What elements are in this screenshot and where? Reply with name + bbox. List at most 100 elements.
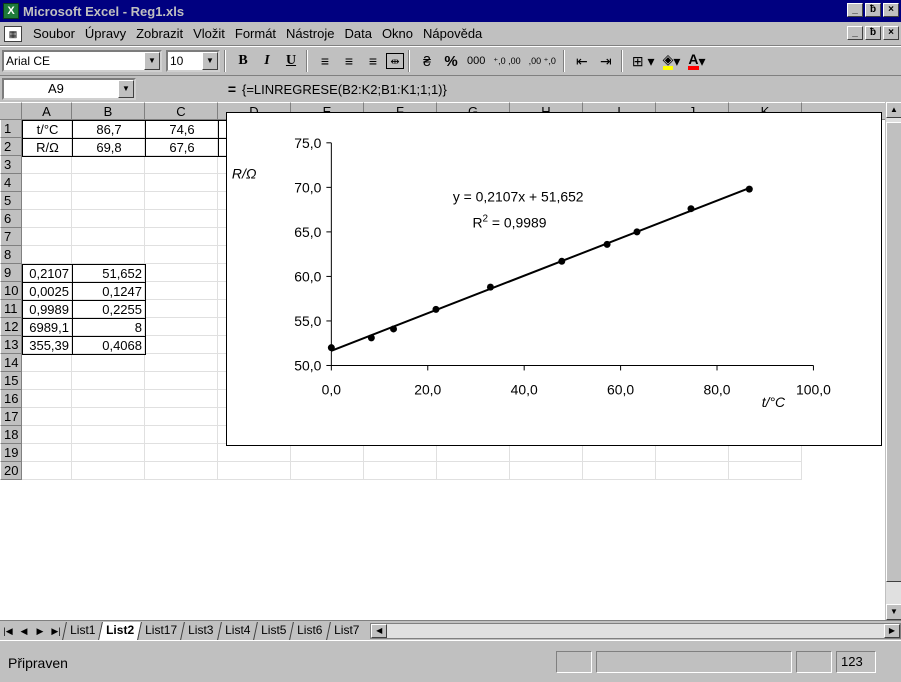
regression-cell[interactable]: 6989,1 <box>22 318 73 337</box>
data-point[interactable] <box>633 228 641 236</box>
grid-cell[interactable] <box>145 210 218 228</box>
column-header-b[interactable]: B <box>72 102 145 120</box>
row-header-12[interactable]: 12 <box>0 318 22 336</box>
merge-center-icon[interactable]: ⇹ <box>386 53 404 69</box>
grid-cell[interactable] <box>364 462 437 480</box>
grid-cell[interactable] <box>145 192 218 210</box>
font-size-combo[interactable]: 10 ▼ <box>166 50 220 72</box>
grid-cell[interactable] <box>145 264 218 282</box>
grid-cell[interactable] <box>656 444 729 462</box>
regression-cell[interactable]: 0,0025 <box>22 282 73 301</box>
restore-button[interactable]: ƀ <box>865 3 881 17</box>
grid-cell[interactable] <box>72 354 145 372</box>
grid-cell[interactable] <box>72 264 145 282</box>
regression-cell[interactable]: 0,4068 <box>72 336 146 355</box>
grid-cell[interactable] <box>22 408 72 426</box>
grid-cell[interactable] <box>218 444 291 462</box>
grid-cell[interactable] <box>72 138 145 156</box>
tab-list1[interactable]: List1 <box>62 621 103 640</box>
data-point[interactable] <box>390 325 398 333</box>
indent-increase-icon[interactable]: ⇥ <box>600 52 612 69</box>
grid-cell[interactable] <box>72 408 145 426</box>
grid-cell[interactable] <box>22 336 72 354</box>
doc-restore-button[interactable]: ƀ <box>865 26 881 40</box>
column-header-a[interactable]: A <box>22 102 72 120</box>
data-point[interactable] <box>486 283 494 291</box>
thousands-button[interactable]: 000 <box>467 55 486 67</box>
grid-cell[interactable] <box>22 156 72 174</box>
tab-list6[interactable]: List6 <box>289 621 330 640</box>
scroll-left-icon[interactable]: ◀ <box>371 623 388 638</box>
tab-list5[interactable]: List5 <box>253 621 294 640</box>
formula-equals-icon[interactable]: = <box>227 81 237 97</box>
fill-color-icon[interactable]: ◈ ▾ <box>662 51 681 70</box>
row-header-16[interactable]: 16 <box>0 390 22 408</box>
scroll-down-icon[interactable]: ▼ <box>886 604 901 620</box>
align-center-icon[interactable]: ≡ <box>344 53 354 69</box>
row-header-1[interactable]: 1 <box>0 120 22 138</box>
row-label-cell[interactable]: R/Ω <box>22 138 73 157</box>
data-cell[interactable]: 69,8 <box>72 138 146 157</box>
grid-cell[interactable] <box>72 228 145 246</box>
grid-cell[interactable] <box>510 462 583 480</box>
scroll-thumb[interactable] <box>886 122 901 582</box>
data-point[interactable] <box>745 185 753 193</box>
grid-cell[interactable] <box>145 390 218 408</box>
grid-cell[interactable] <box>510 444 583 462</box>
grid-cell[interactable] <box>22 462 72 480</box>
row-label-cell[interactable]: t/°C <box>22 120 73 139</box>
grid-cell[interactable] <box>145 228 218 246</box>
font-name-combo[interactable]: Arial CE ▼ <box>2 50 162 72</box>
grid-cell[interactable] <box>72 120 145 138</box>
excel-icon[interactable]: X <box>3 3 19 19</box>
regression-cell[interactable]: 0,1247 <box>72 282 146 301</box>
grid-cell[interactable] <box>72 462 145 480</box>
grid-cell[interactable] <box>145 282 218 300</box>
grid-cell[interactable] <box>72 174 145 192</box>
grid-cell[interactable] <box>729 444 802 462</box>
data-point[interactable] <box>367 334 375 342</box>
grid-cell[interactable] <box>72 156 145 174</box>
grid-cell[interactable] <box>437 462 510 480</box>
grid-cell[interactable] <box>22 300 72 318</box>
grid-cell[interactable] <box>22 264 72 282</box>
grid-cell[interactable] <box>22 372 72 390</box>
grid-cell[interactable] <box>22 174 72 192</box>
grid-cell[interactable] <box>72 210 145 228</box>
row-header-8[interactable]: 8 <box>0 246 22 264</box>
grid-cell[interactable] <box>145 156 218 174</box>
select-all-corner[interactable] <box>0 102 22 120</box>
regression-cell[interactable]: 0,9989 <box>22 300 73 319</box>
grid-cell[interactable] <box>22 120 72 138</box>
doc-close-button[interactable]: × <box>883 26 899 40</box>
vertical-scrollbar[interactable]: ▲ ▼ <box>885 102 901 620</box>
grid-cell[interactable] <box>145 318 218 336</box>
decrease-decimal-button[interactable]: ,00 ⁺,0 <box>528 55 556 66</box>
grid-cell[interactable] <box>22 318 72 336</box>
grid-cell[interactable] <box>72 390 145 408</box>
regression-cell[interactable]: 8 <box>72 318 146 337</box>
minimize-button[interactable]: _ <box>847 3 863 17</box>
grid-cell[interactable] <box>22 390 72 408</box>
grid-cell[interactable] <box>72 426 145 444</box>
chevron-down-icon[interactable]: ▼ <box>144 52 160 70</box>
font-color-icon[interactable]: A ▾ <box>688 51 706 70</box>
grid-cell[interactable] <box>583 444 656 462</box>
row-header-14[interactable]: 14 <box>0 354 22 372</box>
grid-cell[interactable] <box>72 318 145 336</box>
percent-button[interactable]: % <box>444 52 458 70</box>
indent-decrease-icon[interactable]: ⇤ <box>576 52 588 69</box>
name-box[interactable]: A9 ▼ <box>2 78 136 100</box>
row-header-3[interactable]: 3 <box>0 156 22 174</box>
row-header-9[interactable]: 9 <box>0 264 22 282</box>
row-header-2[interactable]: 2 <box>0 138 22 156</box>
grid-cell[interactable] <box>291 444 364 462</box>
grid-cell[interactable] <box>22 354 72 372</box>
grid-cell[interactable] <box>22 210 72 228</box>
grid-cell[interactable] <box>145 120 218 138</box>
row-header-7[interactable]: 7 <box>0 228 22 246</box>
tab-list2[interactable]: List2 <box>98 621 142 640</box>
grid-cell[interactable] <box>218 462 291 480</box>
grid-cell[interactable] <box>22 444 72 462</box>
grid-cell[interactable] <box>583 462 656 480</box>
